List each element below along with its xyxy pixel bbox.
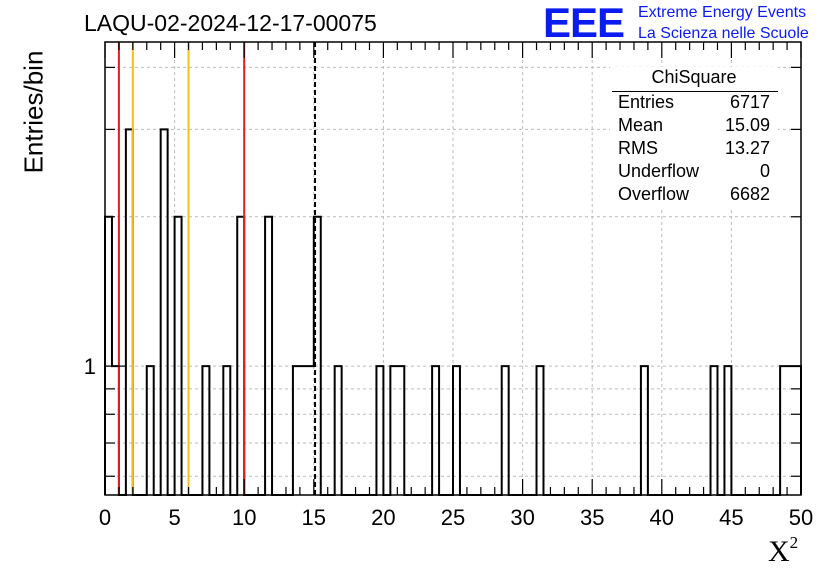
x-tick-label: 15	[302, 505, 326, 530]
histogram-bin	[265, 217, 272, 495]
histogram-bin	[202, 366, 209, 495]
histogram-bin	[300, 366, 307, 495]
stat-row-entries: Entries 6717	[618, 92, 770, 114]
plot-title: LAQU-02-2024-12-17-00075	[84, 10, 377, 36]
x-tick-label: 5	[168, 505, 180, 530]
histogram-bin	[432, 366, 439, 495]
eee-logo-mark: EEE	[543, 0, 625, 46]
x-tick-label: 0	[99, 505, 111, 530]
histogram-bin	[390, 366, 397, 495]
stat-key: Mean	[618, 115, 664, 135]
y-axis-label: Entries/bin	[18, 50, 49, 174]
histogram-bin	[376, 366, 383, 495]
stat-value: 0	[759, 161, 770, 181]
histogram-bin	[724, 366, 731, 495]
histogram-bin	[335, 366, 342, 495]
histogram-bin	[453, 366, 460, 495]
histogram-bin	[537, 366, 544, 495]
histogram-bin	[237, 217, 244, 495]
stat-row-rms: RMS 13.27	[618, 138, 770, 160]
y-tick-label: 1	[84, 354, 96, 379]
histogram-bin	[175, 217, 182, 495]
stat-key: Overflow	[618, 184, 690, 204]
histogram-bin	[641, 366, 648, 495]
x-axis-label-sup: 2	[789, 533, 799, 552]
histogram-bin	[780, 366, 787, 495]
stat-value: 6717	[729, 92, 770, 112]
histogram-bin	[307, 366, 314, 495]
histogram-bin	[397, 366, 404, 495]
x-axis-label-base: X	[768, 535, 790, 568]
stat-row-mean: Mean 15.09	[618, 115, 770, 137]
stats-title: ChiSquare	[651, 67, 737, 87]
x-tick-label: 35	[580, 505, 604, 530]
logo-line-1: Extreme Energy Events	[638, 4, 807, 21]
histogram-bin	[502, 366, 509, 495]
x-tick-label: 40	[650, 505, 674, 530]
stat-value: 6682	[729, 184, 770, 204]
x-tick-label: 25	[441, 505, 465, 530]
histogram-bin	[711, 366, 718, 495]
histogram-bin	[147, 366, 154, 495]
logo-line-2: La Scienza nelle Scuole	[638, 25, 809, 42]
stat-value: 13.27	[724, 138, 770, 158]
histogram-bin	[223, 366, 230, 495]
stat-row-overflow: Overflow 6682	[618, 184, 770, 206]
stat-key: Underflow	[618, 161, 700, 181]
x-tick-label: 50	[789, 505, 813, 530]
x-tick-label: 20	[371, 505, 395, 530]
stat-key: RMS	[618, 138, 658, 158]
stat-row-underflow: Underflow 0	[618, 161, 770, 183]
stats-box: ChiSquare Entries 6717 Mean 15.09 RMS 13…	[610, 67, 778, 210]
x-axis-label: X2	[768, 533, 799, 569]
x-tick-label: 45	[719, 505, 743, 530]
stat-value: 15.09	[724, 115, 770, 135]
histogram-bin	[126, 129, 133, 495]
x-tick-label: 30	[510, 505, 534, 530]
stats-divider	[612, 91, 778, 92]
histogram-bin	[105, 217, 112, 495]
histogram-bin	[293, 366, 300, 495]
histogram-bin	[161, 129, 168, 495]
eee-logo: EEE Extreme Energy Events La Scienza nel…	[543, 2, 833, 46]
stat-key: Entries	[618, 92, 675, 112]
x-tick-label: 10	[232, 505, 256, 530]
